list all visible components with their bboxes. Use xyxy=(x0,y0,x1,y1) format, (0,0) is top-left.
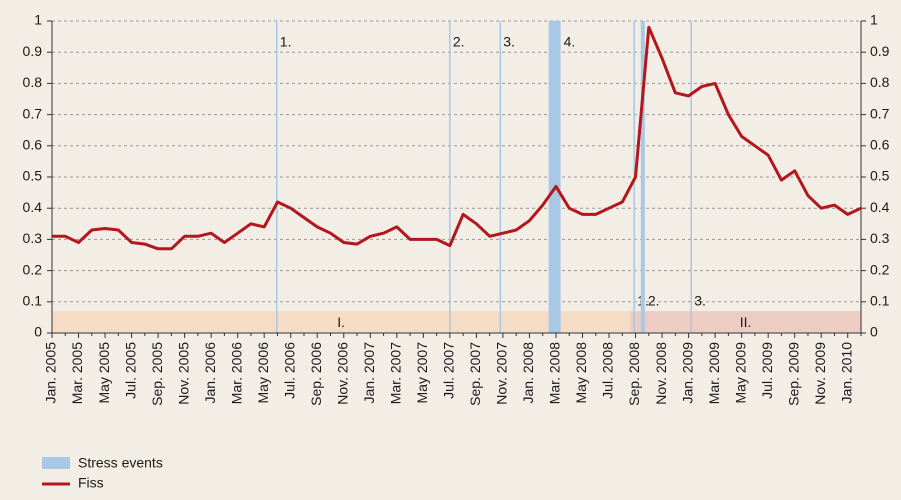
y-tick-label: 0.4 xyxy=(23,199,43,215)
regime-band xyxy=(630,311,861,333)
stress-event-label: 1. xyxy=(280,34,292,50)
y2-tick-label: 0.8 xyxy=(870,74,890,90)
y2-tick-label: 0.3 xyxy=(870,230,890,246)
x-tick-label: May 2006 xyxy=(255,342,271,404)
x-tick-label: Jan. 2005 xyxy=(43,342,59,404)
y-tick-label: 0.7 xyxy=(23,105,43,121)
x-tick-label: Sep. 2005 xyxy=(149,342,165,406)
x-tick-label: Jul. 2007 xyxy=(441,342,457,399)
x-tick-label: May 2008 xyxy=(573,342,589,404)
y2-tick-label: 0.6 xyxy=(870,137,890,153)
regime-band xyxy=(52,311,631,333)
stress-event-label: 3. xyxy=(694,293,706,309)
stress-event-label: 2. xyxy=(648,293,660,309)
x-tick-label: Sep. 2008 xyxy=(626,342,642,406)
x-tick-label: May 2009 xyxy=(732,342,748,404)
x-tick-label: Mar. 2005 xyxy=(69,342,85,404)
x-tick-label: Jul. 2005 xyxy=(122,342,138,399)
series-line xyxy=(52,25,862,251)
y2-tick-label: 0.7 xyxy=(870,105,890,121)
x-tick-label: Jan. 2007 xyxy=(361,342,377,404)
y2-tick-label: 1 xyxy=(870,12,878,28)
legend-label: Stress events xyxy=(78,455,163,471)
y-tick-label: 0.6 xyxy=(23,137,43,153)
y2-tick-label: 0 xyxy=(870,324,878,340)
x-tick-label: May 2007 xyxy=(414,342,430,404)
stress-event-label: 2. xyxy=(453,34,465,50)
x-tick-label: Mar. 2009 xyxy=(706,342,722,404)
x-tick-label: Sep. 2009 xyxy=(785,342,801,406)
stress-event xyxy=(548,21,561,333)
stress-event-label: 3. xyxy=(503,34,515,50)
stress-event xyxy=(640,21,645,333)
x-tick-label: Jan. 2010 xyxy=(838,342,854,404)
y-tick-label: 0.8 xyxy=(23,74,43,90)
stress-event-label: 4. xyxy=(564,34,576,50)
x-tick-label: Mar. 2006 xyxy=(228,342,244,404)
y-tick-label: 0.1 xyxy=(23,293,43,309)
y2-tick-label: 0.2 xyxy=(870,261,890,277)
x-tick-label: Sep. 2006 xyxy=(308,342,324,406)
x-tick-label: May 2005 xyxy=(96,342,112,404)
y-tick-label: 0.5 xyxy=(23,168,43,184)
regime-label: I. xyxy=(337,314,345,330)
x-tick-label: Jul. 2006 xyxy=(281,342,297,399)
legend-label: Fiss xyxy=(78,475,104,491)
y2-tick-label: 0.9 xyxy=(870,43,890,59)
y-tick-label: 0.3 xyxy=(23,230,43,246)
x-tick-label: Sep. 2007 xyxy=(467,342,483,406)
y-tick-label: 0.2 xyxy=(23,261,43,277)
y-tick-label: 1 xyxy=(34,12,42,28)
y2-tick-label: 0.1 xyxy=(870,293,890,309)
y2-tick-label: 0.4 xyxy=(870,199,890,215)
x-tick-label: Nov. 2009 xyxy=(812,342,828,405)
legend-swatch xyxy=(42,457,70,469)
x-tick-label: Jan. 2006 xyxy=(202,342,218,404)
regime-label: II. xyxy=(740,314,752,330)
x-tick-label: Jul. 2008 xyxy=(600,342,616,399)
x-tick-label: Nov. 2007 xyxy=(494,342,510,405)
x-tick-label: Jan. 2008 xyxy=(520,342,536,404)
x-tick-label: Mar. 2008 xyxy=(547,342,563,404)
y2-tick-label: 0.5 xyxy=(870,168,890,184)
x-tick-label: Jan. 2009 xyxy=(679,342,695,404)
y-tick-label: 0.9 xyxy=(23,43,43,59)
y-tick-label: 0 xyxy=(34,324,42,340)
x-tick-label: Jul. 2009 xyxy=(759,342,775,399)
x-tick-label: Mar. 2007 xyxy=(388,342,404,404)
x-tick-label: Nov. 2005 xyxy=(175,342,191,405)
x-tick-label: Nov. 2006 xyxy=(334,342,350,405)
x-tick-label: Nov. 2008 xyxy=(653,342,669,405)
